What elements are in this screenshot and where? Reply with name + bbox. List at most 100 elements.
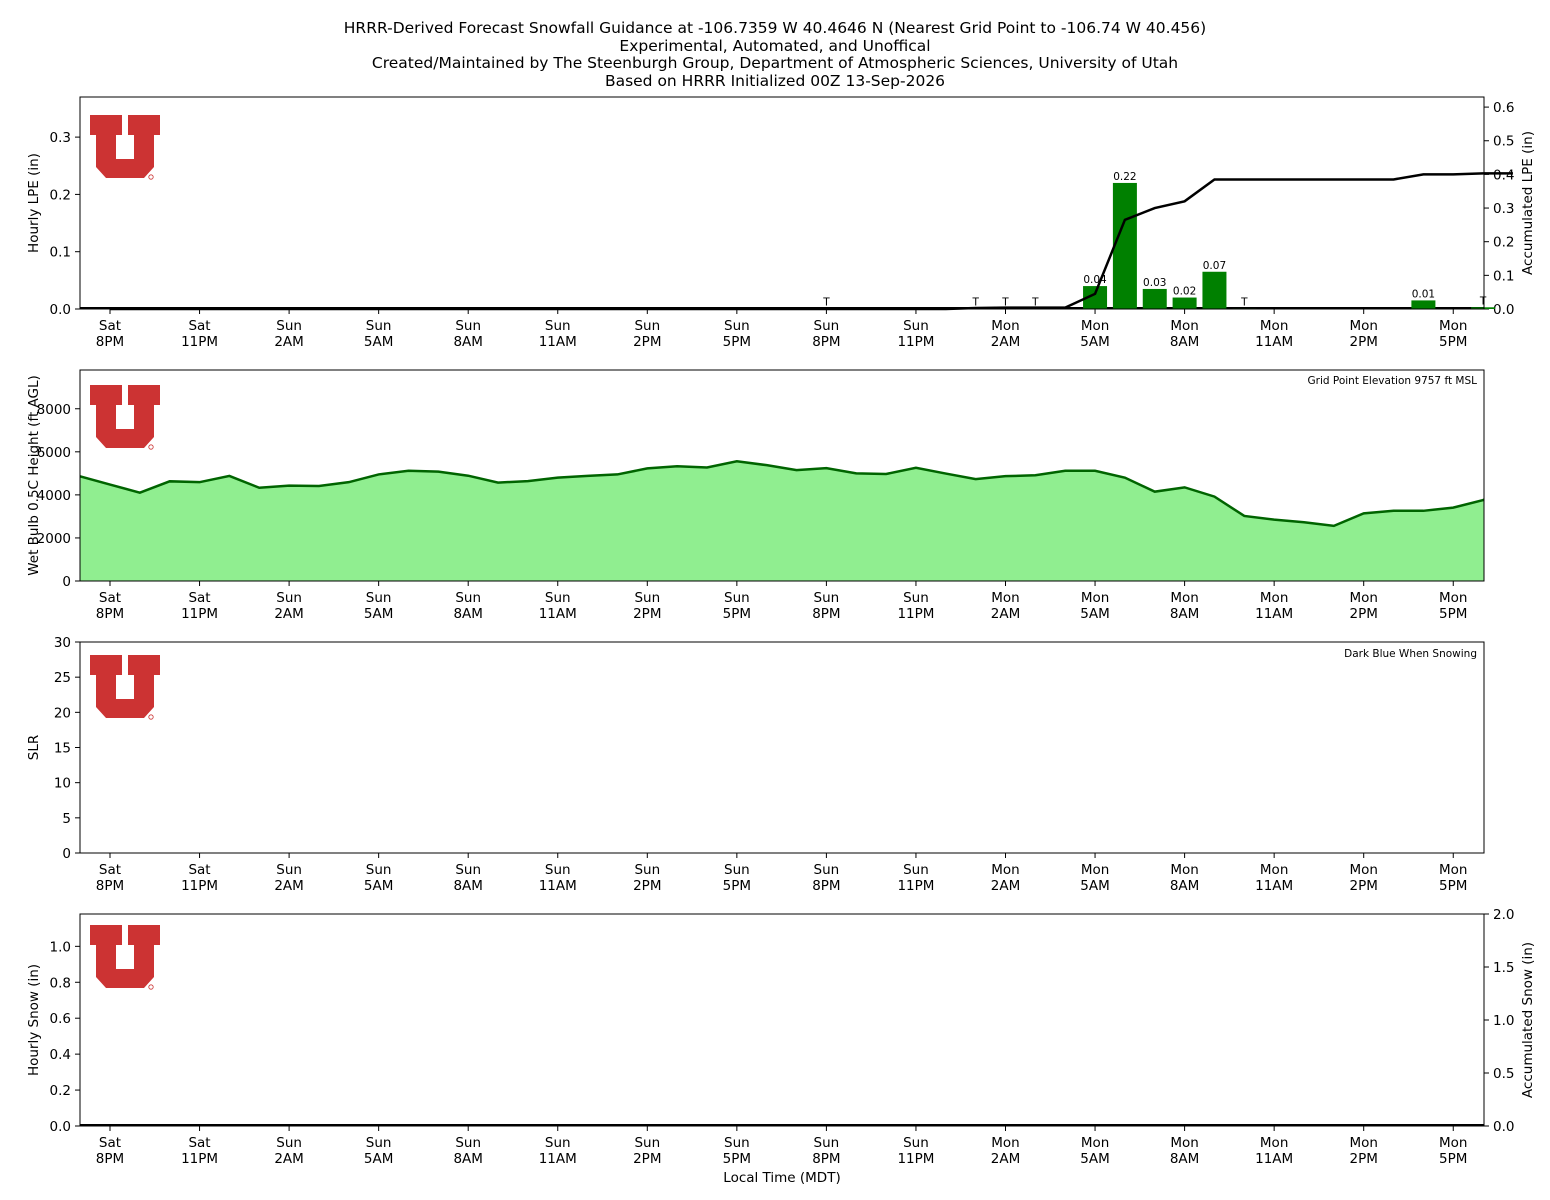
y2-tick-label: 0.4: [1493, 167, 1514, 183]
x-tick-label-hour: 8AM: [1170, 1151, 1199, 1167]
x-tick-label-day: Sun: [724, 1135, 750, 1151]
x-tick-label-day: Mon: [1081, 590, 1109, 606]
x-tick-label-day: Mon: [1081, 318, 1109, 334]
x-tick-label-day: Mon: [1170, 318, 1198, 334]
y-tick-label: 2000: [37, 531, 71, 547]
x-tick-label-day: Sun: [814, 590, 840, 606]
x-tick-label-hour: 8PM: [812, 606, 840, 622]
lpe-bar-label: 0.01: [1412, 288, 1435, 300]
x-tick-label-hour: 5AM: [1080, 606, 1109, 622]
panel-frame: [79, 641, 1485, 854]
x-tick-label-day: Mon: [1349, 1135, 1377, 1151]
y-tick-label: 1.0: [50, 939, 71, 955]
x-tick-label-hour: 8PM: [96, 1151, 124, 1167]
utah-logo-lpe: [90, 115, 160, 180]
x-tick-label-day: Sun: [366, 1135, 392, 1151]
x-tick-label-day: Sat: [188, 1135, 210, 1151]
lpe-bar-label: T: [1479, 295, 1487, 307]
x-tick-label-day: Sun: [903, 318, 929, 334]
y2-tick-label: 0.2: [1493, 235, 1514, 251]
x-tick-label-hour: 8AM: [453, 606, 482, 622]
x-tick-label-hour: 11PM: [181, 606, 218, 622]
university-of-utah-logo-shape: [90, 925, 160, 988]
x-tick-label-hour: 11AM: [539, 1151, 577, 1167]
x-tick-label-day: Sun: [455, 318, 481, 334]
y-tick-label: 6000: [37, 445, 71, 461]
x-tick-label-day: Sun: [455, 1135, 481, 1151]
y2-tick-label: 0.0: [1493, 302, 1514, 318]
wetbulb-area-fill: [80, 461, 1484, 581]
x-tick-label-day: Mon: [1439, 318, 1467, 334]
x-tick-label-day: Sun: [634, 590, 660, 606]
x-tick-label-day: Sun: [276, 590, 302, 606]
lpe-bar: [1202, 271, 1227, 309]
x-tick-label-day: Sun: [814, 1135, 840, 1151]
x-tick-label-hour: 2PM: [633, 1151, 661, 1167]
utah-logo-slr: [90, 655, 160, 720]
y-axis-label: Hourly Snow (in): [26, 964, 42, 1076]
y-tick-label: 0: [62, 846, 71, 862]
lpe-bar-label: T: [1031, 296, 1039, 308]
x-tick-label-hour: 11PM: [181, 334, 218, 350]
x-tick-label-day: Mon: [1170, 590, 1198, 606]
x-tick-label-hour: 2AM: [991, 878, 1020, 894]
x-tick-label-hour: 5AM: [364, 1151, 393, 1167]
x-tick-label-day: Sat: [99, 590, 121, 606]
x-tick-label-day: Sun: [545, 862, 571, 878]
x-tick-label-hour: 8AM: [453, 334, 482, 350]
x-tick-label-day: Mon: [991, 862, 1019, 878]
x-tick-label-hour: 8AM: [453, 878, 482, 894]
y2-tick-label: 0.6: [1493, 100, 1514, 116]
lpe-bar-label: T: [971, 296, 979, 308]
x-tick-label-day: Sat: [188, 318, 210, 334]
x-tick-label-hour: 11AM: [539, 334, 577, 350]
university-of-utah-logo-shape: [90, 655, 160, 718]
x-tick-label-day: Sun: [903, 862, 929, 878]
y-tick-label: 0.2: [50, 1083, 71, 1099]
y-tick-label: 0.8: [50, 975, 71, 991]
x-tick-label-hour: 11PM: [897, 334, 934, 350]
x-tick-label-day: Sun: [276, 1135, 302, 1151]
x-tick-label-day: Sat: [99, 318, 121, 334]
x-tick-label-day: Sat: [188, 590, 210, 606]
x-tick-label-day: Mon: [1349, 590, 1377, 606]
x-tick-label-hour: 5AM: [364, 606, 393, 622]
lpe-bar-label: 0.03: [1143, 277, 1166, 289]
lpe-bar: [1083, 286, 1108, 309]
x-tick-label-hour: 5PM: [1439, 878, 1467, 894]
x-tick-label-day: Sun: [455, 862, 481, 878]
x-tick-label-hour: 2AM: [991, 334, 1020, 350]
x-tick-label-day: Mon: [991, 590, 1019, 606]
y-tick-label: 30: [54, 635, 71, 651]
wetbulb-line: [79, 460, 1485, 528]
lpe-bar-label: 0.07: [1203, 260, 1226, 272]
title-line-1: HRRR-Derived Forecast Snowfall Guidance …: [343, 19, 1207, 37]
lpe-bar: [1112, 182, 1137, 309]
x-tick-label-day: Sat: [188, 862, 210, 878]
x-tick-label-day: Sun: [634, 318, 660, 334]
x-tick-label-hour: 5PM: [723, 1151, 751, 1167]
x-tick-label-day: Mon: [1170, 862, 1198, 878]
y2-tick-label: 0.3: [1493, 201, 1514, 217]
panel-frame: [79, 96, 1485, 310]
x-tick-label-hour: 2AM: [274, 606, 303, 622]
x-tick-label-day: Sun: [814, 862, 840, 878]
x-tick-label-hour: 2AM: [991, 1151, 1020, 1167]
y-tick-label: 20: [54, 705, 71, 721]
utah-logo-wetbulb: [90, 385, 160, 450]
x-tick-label-hour: 8PM: [812, 1151, 840, 1167]
x-tick-label-day: Sun: [455, 590, 481, 606]
y-tick-label: 15: [54, 741, 71, 757]
lpe-bar: [1411, 300, 1436, 309]
x-tick-label-hour: 8AM: [453, 1151, 482, 1167]
x-tick-label-hour: 2PM: [633, 334, 661, 350]
y-tick-label: 8000: [37, 402, 71, 418]
x-tick-label-hour: 2AM: [274, 1151, 303, 1167]
x-tick-label-day: Sun: [634, 1135, 660, 1151]
x-tick-label-day: Mon: [1081, 1135, 1109, 1151]
x-tick-label-hour: 5PM: [1439, 606, 1467, 622]
lpe-bar-label: T: [1001, 296, 1009, 308]
y-tick-label: 5: [62, 811, 71, 827]
lpe-bar-label: T: [822, 296, 830, 308]
y-axis-label: Hourly LPE (in): [26, 153, 42, 253]
